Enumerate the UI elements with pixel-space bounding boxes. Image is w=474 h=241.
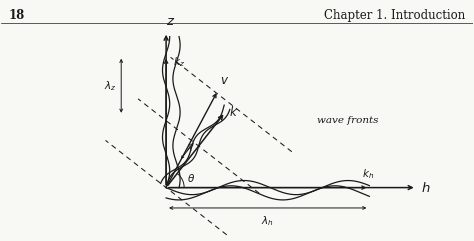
Text: $v$: $v$: [220, 74, 229, 87]
Text: Chapter 1. Introduction: Chapter 1. Introduction: [324, 9, 465, 22]
Text: 18: 18: [9, 9, 25, 22]
Text: $k$: $k$: [229, 105, 238, 119]
Text: wave fronts: wave fronts: [318, 116, 379, 125]
Text: $k_z$: $k_z$: [173, 55, 185, 69]
Text: $\theta$: $\theta$: [187, 172, 195, 184]
Text: $h$: $h$: [420, 181, 430, 194]
Text: $\lambda_z$: $\lambda_z$: [104, 79, 116, 93]
Text: $\lambda$: $\lambda$: [186, 142, 193, 154]
Text: $z$: $z$: [166, 15, 176, 28]
Text: $k_h$: $k_h$: [362, 167, 374, 181]
Text: $\lambda_h$: $\lambda_h$: [261, 214, 274, 228]
